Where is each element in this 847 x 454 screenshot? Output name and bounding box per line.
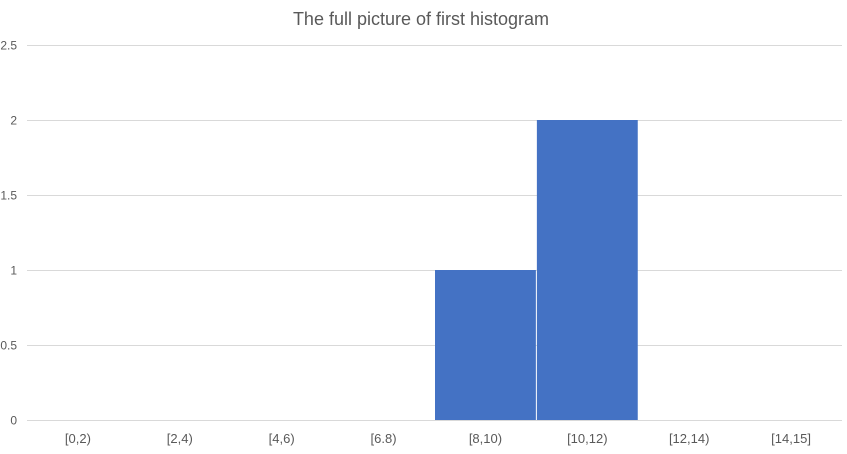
x-category-label: [14,15] bbox=[771, 431, 811, 446]
bar bbox=[536, 120, 638, 420]
x-category-label: [10,12) bbox=[567, 431, 607, 446]
x-category-label: [4,6) bbox=[269, 431, 295, 446]
x-category-label: [0,2) bbox=[65, 431, 91, 446]
y-tick-label: 2 bbox=[10, 114, 17, 128]
x-category-label: [6.8) bbox=[371, 431, 397, 446]
chart-title: The full picture of first histogram bbox=[293, 9, 549, 29]
bar bbox=[435, 270, 536, 420]
x-category-label: [12,14) bbox=[669, 431, 709, 446]
y-tick-label: 1 bbox=[10, 264, 17, 278]
y-tick-label: 2.5 bbox=[0, 39, 17, 53]
x-category-label: [2,4) bbox=[167, 431, 193, 446]
y-tick-label: 1.5 bbox=[0, 189, 17, 203]
bars bbox=[435, 120, 638, 420]
x-axis-categories: [0,2) [2,4) [4,6) [6.8) [8,10) [10,12) [12,14)… bbox=[65, 431, 811, 446]
x-category-label: [8,10) bbox=[469, 431, 502, 446]
y-tick-label: 0 bbox=[10, 414, 17, 428]
y-axis-ticks: 0 0.5 1 1.5 2 2.5 bbox=[0, 39, 17, 428]
y-tick-label: 0.5 bbox=[0, 339, 17, 353]
gridlines bbox=[27, 45, 842, 421]
